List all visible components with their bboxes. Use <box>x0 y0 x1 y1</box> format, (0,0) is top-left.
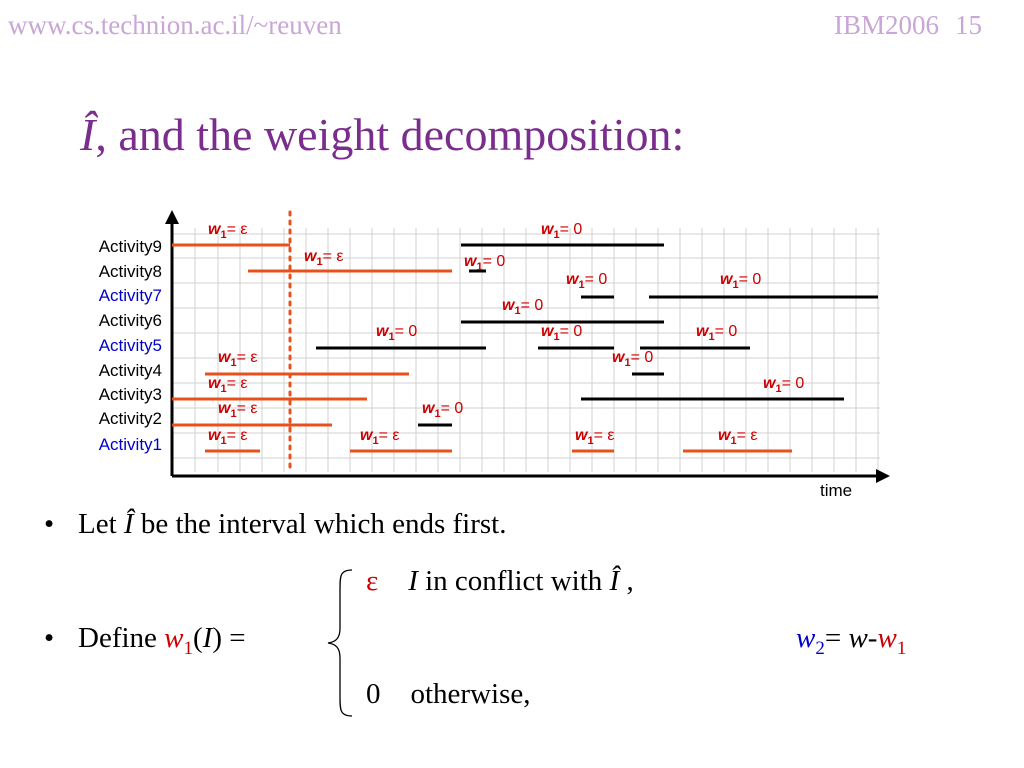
activity-label-1: Activity1 <box>99 435 162 454</box>
case2-text: otherwise, <box>410 678 531 710</box>
case-otherwise: 0 otherwise, <box>366 678 531 711</box>
weight-label-a5-2: w1= 0 <box>541 323 582 343</box>
activity-label-7: Activity7 <box>99 286 162 305</box>
weight-label-a8-2: w1= 0 <box>464 253 505 273</box>
w2-w1: w <box>877 622 897 654</box>
conflicting-intervals <box>172 243 792 453</box>
weight-label-a3-2: w1= 0 <box>763 375 804 395</box>
bullet-let: • Let Î be the interval which ends first. <box>44 508 506 541</box>
bullet-define: • Define w1(I) = <box>44 622 246 660</box>
activity-labels: Activity9 Activity8 Activity7 Activity6 … <box>99 237 162 454</box>
left-brace-icon <box>327 569 353 717</box>
b1-prefix: Let <box>78 508 124 540</box>
y-axis-arrow-icon <box>165 210 179 224</box>
b2-sub: 1 <box>183 637 194 659</box>
weight-label-a3-1: w1= ε <box>208 375 248 395</box>
b2-arg-close: ) = <box>212 622 246 654</box>
w2-w-plain: w <box>848 622 868 654</box>
header-url: www.cs.technion.ac.il/~reuven <box>8 10 342 40</box>
non-conflicting-intervals <box>316 243 878 427</box>
weight-label-a7-2: w1= 0 <box>720 271 761 291</box>
header-conference: IBM2006 15 <box>834 10 982 41</box>
case1-end: , <box>619 565 634 597</box>
weight-label-a6-1: w1= 0 <box>502 297 543 317</box>
weight-label-a9-2: w1= 0 <box>541 221 582 241</box>
bullet-dot-icon: • <box>44 622 55 654</box>
activity-label-4: Activity4 <box>99 361 162 380</box>
case2-value: 0 <box>366 678 381 710</box>
slide-number: 15 <box>955 10 982 40</box>
b2-arg: I <box>202 622 213 654</box>
w2-definition: w2= w-w1 <box>796 622 906 660</box>
weight-label-a7-1: w1= 0 <box>566 271 607 291</box>
weight-label-a1-4: w1= ε <box>718 427 758 447</box>
activity-label-8: Activity8 <box>99 262 162 281</box>
bullet-dot-icon: • <box>44 508 55 540</box>
x-axis-arrow-icon <box>876 469 890 483</box>
weight-label-a2-2: w1= 0 <box>422 400 463 420</box>
weight-label-a1-3: w1= ε <box>575 427 615 447</box>
case1-text: in conflict with <box>417 565 610 597</box>
w2-w1-sub: 1 <box>896 637 907 659</box>
activity-label-9: Activity9 <box>99 237 162 256</box>
b2-arg-open: ( <box>193 622 203 654</box>
weight-label-a5-3: w1= 0 <box>696 323 737 343</box>
weight-label-a5-1: w1= 0 <box>376 323 417 343</box>
case1-var: I <box>408 565 418 597</box>
case1-symbol: Î <box>609 565 620 597</box>
b2-w: w <box>164 622 184 654</box>
title-text: , and the weight decomposition: <box>95 109 685 160</box>
w2-w: w <box>796 622 816 654</box>
weight-label-a1-2: w1= ε <box>360 427 400 447</box>
weight-label-a1-1: w1= ε <box>208 427 248 447</box>
activity-label-5: Activity5 <box>99 336 162 355</box>
weight-labels: w1= ε w1= 0 w1= ε w1= 0 w1= 0 w1= 0 w1= … <box>208 221 804 447</box>
weight-label-a4-2: w1= 0 <box>612 349 653 369</box>
weight-label-a4-1: w1= ε <box>218 349 258 369</box>
case1-value: ε <box>366 565 379 597</box>
grid <box>172 228 880 472</box>
title-symbol: Î <box>80 109 96 160</box>
weight-label-a9-1: w1= ε <box>208 221 248 241</box>
x-axis-label: time <box>820 481 852 500</box>
weight-label-a2-1: w1= ε <box>218 400 258 420</box>
activity-label-3: Activity3 <box>99 385 162 404</box>
w2-minus: - <box>867 622 878 654</box>
w2-sub: 2 <box>815 637 825 659</box>
b2-prefix: Define <box>78 622 165 654</box>
page-title: Î, and the weight decomposition: <box>80 108 684 161</box>
weight-label-a8-1: w1= ε <box>304 248 344 268</box>
activity-label-2: Activity2 <box>99 409 162 428</box>
axes <box>170 222 878 478</box>
activity-label-6: Activity6 <box>99 311 162 330</box>
conference-name: IBM2006 <box>833 10 939 40</box>
b1-suffix: be the interval which ends first. <box>133 508 507 540</box>
w2-eq: = <box>824 622 849 654</box>
b1-symbol: Î <box>123 508 134 540</box>
